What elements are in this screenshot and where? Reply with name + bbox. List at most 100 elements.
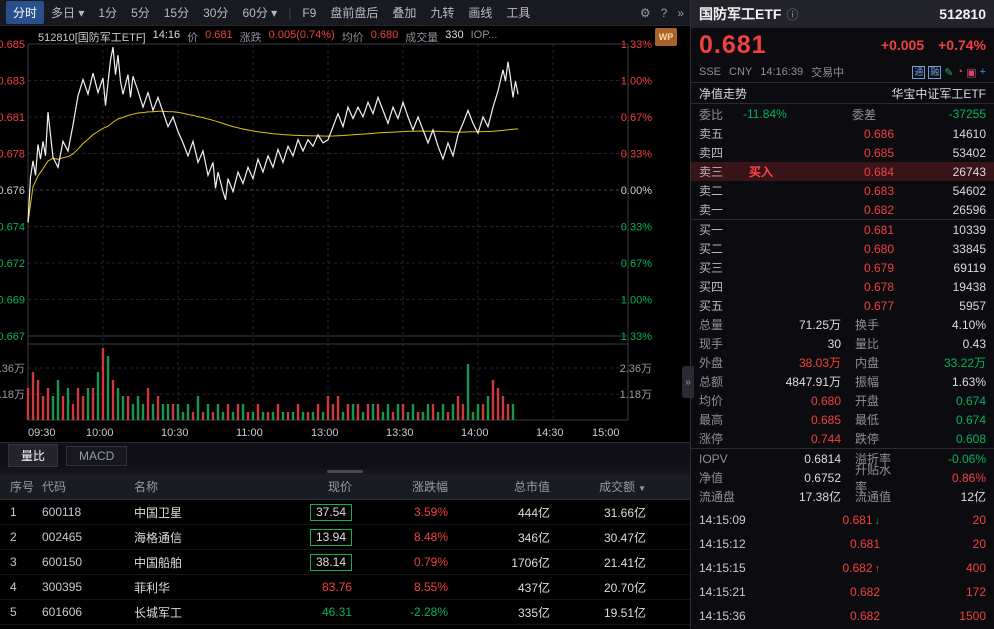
exchange-label: SSE xyxy=(699,66,722,78)
toolbar-tab-5分[interactable]: 5分 xyxy=(131,6,150,20)
panel-collapse-handle[interactable]: » xyxy=(682,366,694,398)
table-row-300395[interactable]: 4 300395 菲利华 83.76 8.55% 437亿 20.70亿 xyxy=(0,575,690,600)
volume-bar xyxy=(291,412,295,420)
tick-row: 14:15:36 0.682 1500 xyxy=(699,604,986,628)
book-level-label: 卖四 xyxy=(699,146,724,160)
camera-icon[interactable]: ▣ xyxy=(966,66,977,79)
col-header-序号[interactable]: 序号 xyxy=(0,478,42,495)
toolbar-tab-分时[interactable]: 分时 xyxy=(6,1,45,24)
price-axis-label: 0.681 xyxy=(0,112,25,124)
price-axis-label: 0.685 xyxy=(0,39,25,51)
tick-price: 0.682 xyxy=(849,585,880,599)
tick-price-group: 0.681 ↓ xyxy=(777,513,906,527)
toolbar-tab-1分[interactable]: 1分 xyxy=(98,6,118,20)
toolbar-tab-60分[interactable]: 60分 ▾ xyxy=(242,6,278,20)
col-header-现价[interactable]: 现价 xyxy=(252,478,352,495)
add-icon[interactable]: + xyxy=(979,66,986,78)
price-label: 价 xyxy=(187,32,199,44)
horizontal-splitter[interactable] xyxy=(0,468,690,474)
alarm-icon[interactable]: ◔ xyxy=(956,66,964,78)
toolbar-action-盘前盘后[interactable]: 盘前盘后 xyxy=(330,6,379,20)
toolbar-action-叠加[interactable]: 叠加 xyxy=(392,6,417,20)
cell-market-cap: 444亿 xyxy=(517,505,550,520)
price-axis-label: 0.678 xyxy=(0,149,25,161)
col-header-代码[interactable]: 代码 xyxy=(42,478,134,495)
book-volume: 26596 xyxy=(952,202,986,217)
cell-change-pct: 8.55% xyxy=(413,580,448,594)
volume-bar xyxy=(26,388,30,420)
book-row-卖二[interactable]: 卖二 0.683 54602 xyxy=(699,181,986,200)
tong-badge[interactable]: 通 xyxy=(912,65,926,79)
volume-bar xyxy=(76,388,80,420)
price-change-pct: +0.74% xyxy=(938,37,986,53)
volume-bar xyxy=(386,404,390,420)
volume-bar xyxy=(451,404,455,420)
toolbar-tab-多日[interactable]: 多日 ▾ xyxy=(51,6,85,20)
sort-icon[interactable]: ▼ xyxy=(638,484,646,493)
col-header-总市值[interactable]: 总市值 xyxy=(448,478,550,495)
avg-value: 0.680 xyxy=(370,29,399,41)
cell-change-pct: 8.48% xyxy=(413,530,448,544)
volume-bar xyxy=(406,412,410,420)
chart-area: 512810[国防军工ETF] 14:16 价 0.681 涨跌 0.005(0… xyxy=(0,26,690,442)
table-row-002465[interactable]: 2 002465 海格通信 13.94 8.48% 346亿 30.47亿 xyxy=(0,525,690,550)
buy-button[interactable]: 买入 xyxy=(749,165,774,179)
col-header-label: 涨跌幅 xyxy=(411,480,448,494)
toolbar-action-九转[interactable]: 九转 xyxy=(430,6,455,20)
col-header-名称[interactable]: 名称 xyxy=(134,478,252,495)
book-row-卖五[interactable]: 卖五 0.686 14610 xyxy=(699,124,986,143)
cell-name: 长城军工 xyxy=(134,605,183,620)
tick-price-group: 0.682 xyxy=(777,585,906,599)
table-row-600150[interactable]: 3 600150 中国船舶 38.14 0.79% 1706亿 21.41亿 xyxy=(0,550,690,575)
edit-pencil-icon[interactable]: ✎ xyxy=(944,66,954,79)
more-chevron-icon[interactable]: » xyxy=(677,5,684,20)
chart-symbol: 512810[国防军工ETF] xyxy=(38,32,146,44)
book-row-卖一[interactable]: 卖一 0.682 26596 xyxy=(699,200,986,219)
stat-label: 净值 xyxy=(699,471,724,485)
settings-gear-icon[interactable]: ⚙ xyxy=(639,5,651,20)
book-row-卖三[interactable]: 卖三 买入 0.684 26743 xyxy=(691,162,994,181)
volume-bar xyxy=(501,396,505,420)
book-price: 0.679 xyxy=(863,260,894,275)
col-header-label: 序号 xyxy=(10,480,35,494)
intraday-chart[interactable]: 0.685 1.33% 0.683 1.00% 0.681 0.67% 0.678 0.33%… xyxy=(0,26,690,426)
col-header-涨跌幅[interactable]: 涨跌幅 xyxy=(352,478,448,495)
toolbar-action-画线[interactable]: 画线 xyxy=(468,6,493,20)
book-row-买二[interactable]: 买二 0.680 33845 xyxy=(699,239,986,258)
toolbar-action-工具[interactable]: 工具 xyxy=(506,6,531,20)
cell-turnover: 19.51亿 xyxy=(603,605,646,620)
help-icon[interactable]: ? xyxy=(660,5,668,20)
volume-bar xyxy=(131,404,135,420)
toolbar-tab-30分[interactable]: 30分 xyxy=(203,6,229,20)
toolbar-tab-15分[interactable]: 15分 xyxy=(163,6,190,20)
volume-axis-label: 2.36万 xyxy=(620,363,652,375)
rong-badge[interactable]: 融 xyxy=(928,65,942,79)
table-row-601606[interactable]: 5 601606 长城军工 46.31 -2.28% 335亿 19.51亿 xyxy=(0,600,690,625)
stats-row: 总量 71.25万 换手 4.10% xyxy=(699,315,986,334)
volume-bar xyxy=(421,412,425,420)
book-row-买三[interactable]: 买三 0.679 69119 xyxy=(699,258,986,277)
quote-time: 14:16:39 xyxy=(760,66,804,78)
table-row-600118[interactable]: 1 600118 中国卫星 37.54 3.59% 444亿 31.66亿 xyxy=(0,500,690,525)
splitter-handle-icon[interactable] xyxy=(327,469,363,473)
pct-axis-label: 0.00% xyxy=(621,185,652,197)
up-arrow-icon: ↑ xyxy=(874,563,881,575)
cell-change-pct: 0.79% xyxy=(413,555,448,569)
nav-value-trend-link[interactable]: 净值走势 xyxy=(699,86,748,101)
book-level-label: 卖三 xyxy=(699,165,724,179)
stat-value: 0.86% xyxy=(951,470,986,485)
stat-value: 4.10% xyxy=(951,317,986,332)
info-icon[interactable]: ⓘ xyxy=(786,7,799,22)
volume-bar xyxy=(176,404,180,420)
book-row-买一[interactable]: 买一 0.681 10339 xyxy=(699,220,986,239)
cell-code: 601606 xyxy=(42,605,83,619)
col-header-成交额[interactable]: 成交额 ▼ xyxy=(550,478,660,495)
tab-liangbi[interactable]: 量比 xyxy=(8,444,59,467)
book-row-买四[interactable]: 买四 0.678 19438 xyxy=(699,277,986,296)
book-row-买五[interactable]: 买五 0.677 5957 xyxy=(699,296,986,315)
book-level-label: 卖五 xyxy=(699,127,724,141)
toolbar-action-F9[interactable]: F9 xyxy=(302,5,317,20)
tab-macd[interactable]: MACD xyxy=(66,445,128,466)
weibi-value: -11.84% xyxy=(743,107,787,121)
book-row-卖四[interactable]: 卖四 0.685 53402 xyxy=(699,143,986,162)
